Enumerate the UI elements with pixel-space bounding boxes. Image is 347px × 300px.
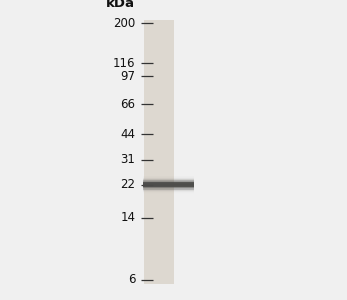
Bar [143, 188, 194, 189]
Bar [143, 176, 194, 178]
Bar [143, 181, 194, 182]
Bar [143, 183, 194, 184]
Text: 22: 22 [120, 178, 135, 191]
Bar [143, 189, 194, 190]
Bar [143, 192, 194, 194]
Bar [143, 182, 194, 187]
Bar [143, 179, 194, 180]
Bar [143, 176, 194, 177]
Text: 66: 66 [120, 98, 135, 111]
Bar [143, 180, 194, 181]
Bar [143, 178, 194, 179]
Bar [143, 180, 194, 181]
Bar [143, 178, 194, 179]
Bar [143, 190, 194, 192]
Bar [143, 185, 194, 186]
Text: 97: 97 [120, 70, 135, 83]
Bar [143, 190, 194, 191]
Bar [143, 179, 194, 180]
Bar [143, 187, 194, 188]
Bar [143, 182, 194, 183]
Bar [143, 186, 194, 187]
Text: 31: 31 [120, 153, 135, 166]
Bar [143, 185, 194, 187]
Bar [144, 20, 174, 284]
Bar [143, 188, 194, 190]
Text: 6: 6 [128, 273, 135, 286]
Text: 14: 14 [120, 211, 135, 224]
Bar [143, 184, 194, 186]
Bar [143, 190, 194, 191]
Bar [143, 187, 194, 188]
Bar [143, 182, 194, 183]
Bar [143, 183, 194, 184]
Text: 116: 116 [113, 57, 135, 70]
Bar [143, 191, 194, 192]
Bar [143, 184, 194, 185]
Text: 200: 200 [113, 17, 135, 30]
Bar [143, 192, 194, 193]
Text: kDa: kDa [106, 0, 135, 10]
Bar [143, 177, 194, 178]
Text: 44: 44 [120, 128, 135, 141]
